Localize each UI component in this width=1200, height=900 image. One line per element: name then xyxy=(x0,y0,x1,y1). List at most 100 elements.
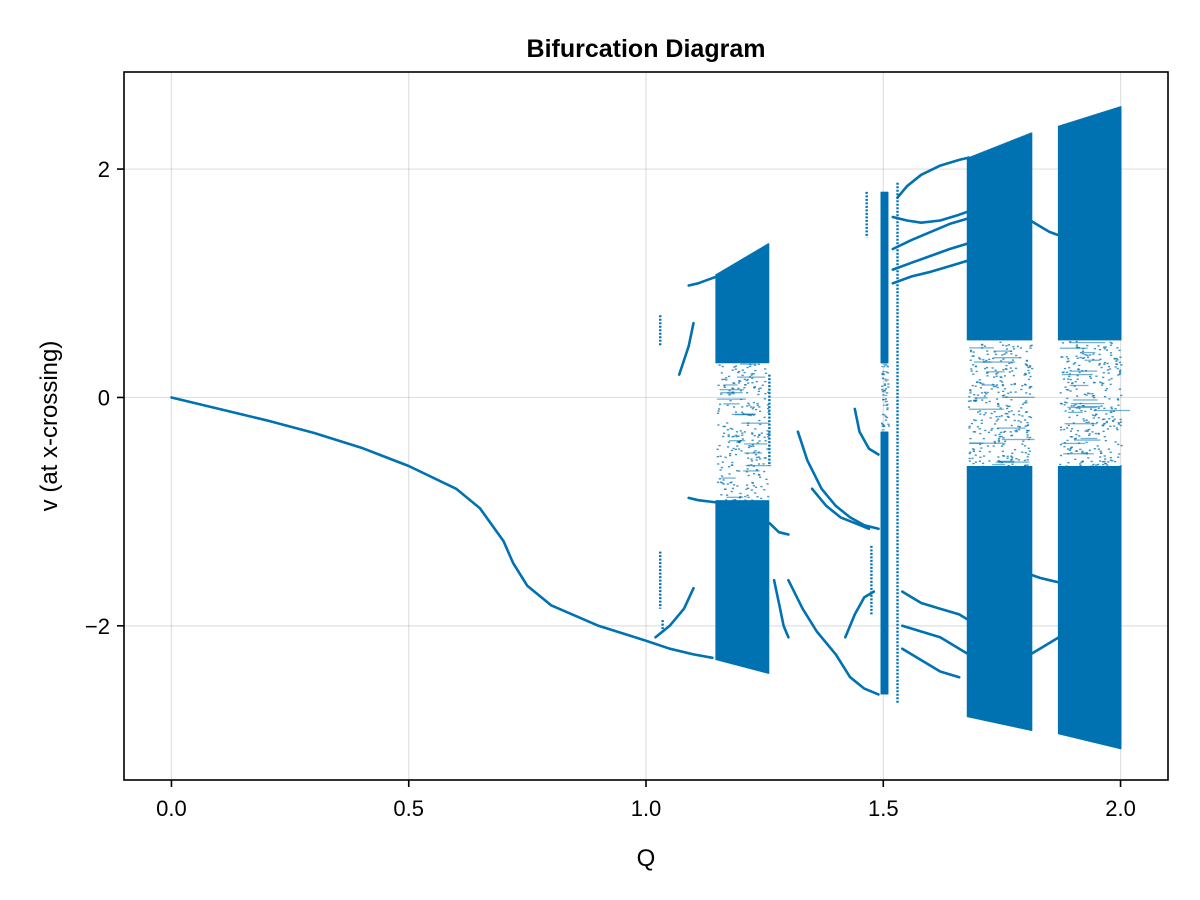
band-speckle xyxy=(972,450,976,453)
band-speckle xyxy=(750,374,753,376)
band-speckle xyxy=(979,443,982,446)
band-segment-upper xyxy=(719,271,722,364)
band-speckle xyxy=(979,432,982,435)
band-speckle xyxy=(969,451,972,453)
branch-curve xyxy=(1029,636,1061,656)
band-segment-lower xyxy=(1010,465,1013,727)
band-speckle xyxy=(743,378,746,381)
band-speckle xyxy=(1084,410,1087,413)
band-speckle xyxy=(765,478,768,481)
band-speckle xyxy=(1094,432,1097,435)
band-segment-upper xyxy=(1077,119,1080,341)
band-speckle xyxy=(988,400,991,403)
band-segment-upper xyxy=(1078,119,1081,341)
band-speckle xyxy=(883,383,887,385)
band-speckle xyxy=(1110,406,1113,408)
band-segment-upper xyxy=(1106,110,1109,341)
band-segment-upper xyxy=(1101,112,1104,341)
band-speckle xyxy=(737,435,740,437)
band-speckle xyxy=(754,486,758,489)
band-speckle xyxy=(1014,367,1018,370)
band-segment-upper xyxy=(988,149,991,341)
band-segment-upper xyxy=(753,251,755,364)
band-speckle xyxy=(1082,357,1086,359)
band-speckle xyxy=(1027,453,1030,456)
band-speckle xyxy=(1059,426,1063,428)
band-speckle xyxy=(1105,420,1109,423)
band-segment-upper xyxy=(1006,142,1008,341)
band-speckle xyxy=(1103,361,1107,364)
band-streak xyxy=(992,463,1006,466)
band-segment-lower xyxy=(978,465,981,720)
band-streak xyxy=(969,408,1004,410)
band-streak xyxy=(885,379,889,381)
band-speckle xyxy=(1025,402,1028,404)
band-segment-upper xyxy=(997,145,1000,341)
band-speckle xyxy=(739,492,742,495)
band-segment-lower xyxy=(1073,465,1076,739)
band-speckle xyxy=(1067,378,1070,380)
band-segment-upper xyxy=(1114,107,1117,341)
band-speckle xyxy=(1029,365,1032,367)
band-segment-lower xyxy=(1072,465,1075,738)
band-speckle xyxy=(730,464,733,466)
band-segment-upper xyxy=(992,147,995,341)
band-speckle xyxy=(1093,409,1096,412)
band-speckle xyxy=(1063,445,1066,448)
band-segment-upper xyxy=(767,243,770,364)
band-speckle xyxy=(1116,399,1120,401)
band-speckle xyxy=(984,412,987,414)
band-speckle xyxy=(719,455,722,457)
band-speckle xyxy=(745,488,748,490)
band-segment-upper xyxy=(1094,114,1097,341)
band-segment-upper xyxy=(727,266,730,364)
band-speckle xyxy=(716,481,720,484)
band-speckle xyxy=(1088,428,1091,431)
band-speckle xyxy=(1092,417,1095,419)
band-speckle xyxy=(880,422,884,425)
band-speckle xyxy=(1012,413,1015,416)
band-speckle xyxy=(988,451,991,453)
band-speckle xyxy=(1024,363,1027,365)
band-speckle xyxy=(1026,456,1029,458)
band-speckle xyxy=(1005,348,1009,350)
band-segment-upper xyxy=(989,148,992,341)
band-segment-lower xyxy=(1026,465,1029,731)
band-segment-upper xyxy=(720,270,723,364)
band-speckle xyxy=(1024,425,1027,427)
band-segment-upper xyxy=(1001,143,1004,341)
band-speckle xyxy=(1118,370,1122,373)
band-speckle xyxy=(996,386,999,389)
band-speckle xyxy=(978,460,982,462)
band-segment-lower xyxy=(724,500,726,663)
band-segment-lower xyxy=(723,500,725,663)
band-segment-upper xyxy=(1082,117,1085,341)
band-speckle xyxy=(728,394,731,396)
band-speckle xyxy=(1080,409,1083,412)
band-speckle xyxy=(994,434,997,436)
band-speckle xyxy=(1079,464,1082,467)
band-segment-upper xyxy=(1089,115,1092,341)
branch-curve xyxy=(901,647,961,679)
band-segment-lower xyxy=(1076,465,1079,739)
band-streak xyxy=(1073,439,1101,441)
band-speckle xyxy=(1118,388,1121,390)
band-speckle xyxy=(1091,395,1094,397)
band-segment-upper xyxy=(756,249,759,364)
band-speckle xyxy=(1030,385,1033,388)
band-speckle xyxy=(1112,410,1115,412)
band-speckle xyxy=(750,464,753,466)
band-speckle xyxy=(1102,372,1105,374)
band-segment-upper xyxy=(1016,137,1019,341)
band-speckle xyxy=(1028,366,1031,368)
band-segment-lower xyxy=(1061,465,1064,736)
band-speckle xyxy=(1113,358,1117,360)
band-speckle xyxy=(1066,439,1069,442)
band-segment-upper xyxy=(996,145,999,341)
band-speckle xyxy=(1098,364,1101,366)
band-segment-lower xyxy=(749,500,752,670)
band-speckle xyxy=(1064,401,1067,403)
band-speckle xyxy=(1068,408,1071,410)
band-segment-upper xyxy=(1073,120,1076,341)
band-speckle xyxy=(1025,429,1029,432)
